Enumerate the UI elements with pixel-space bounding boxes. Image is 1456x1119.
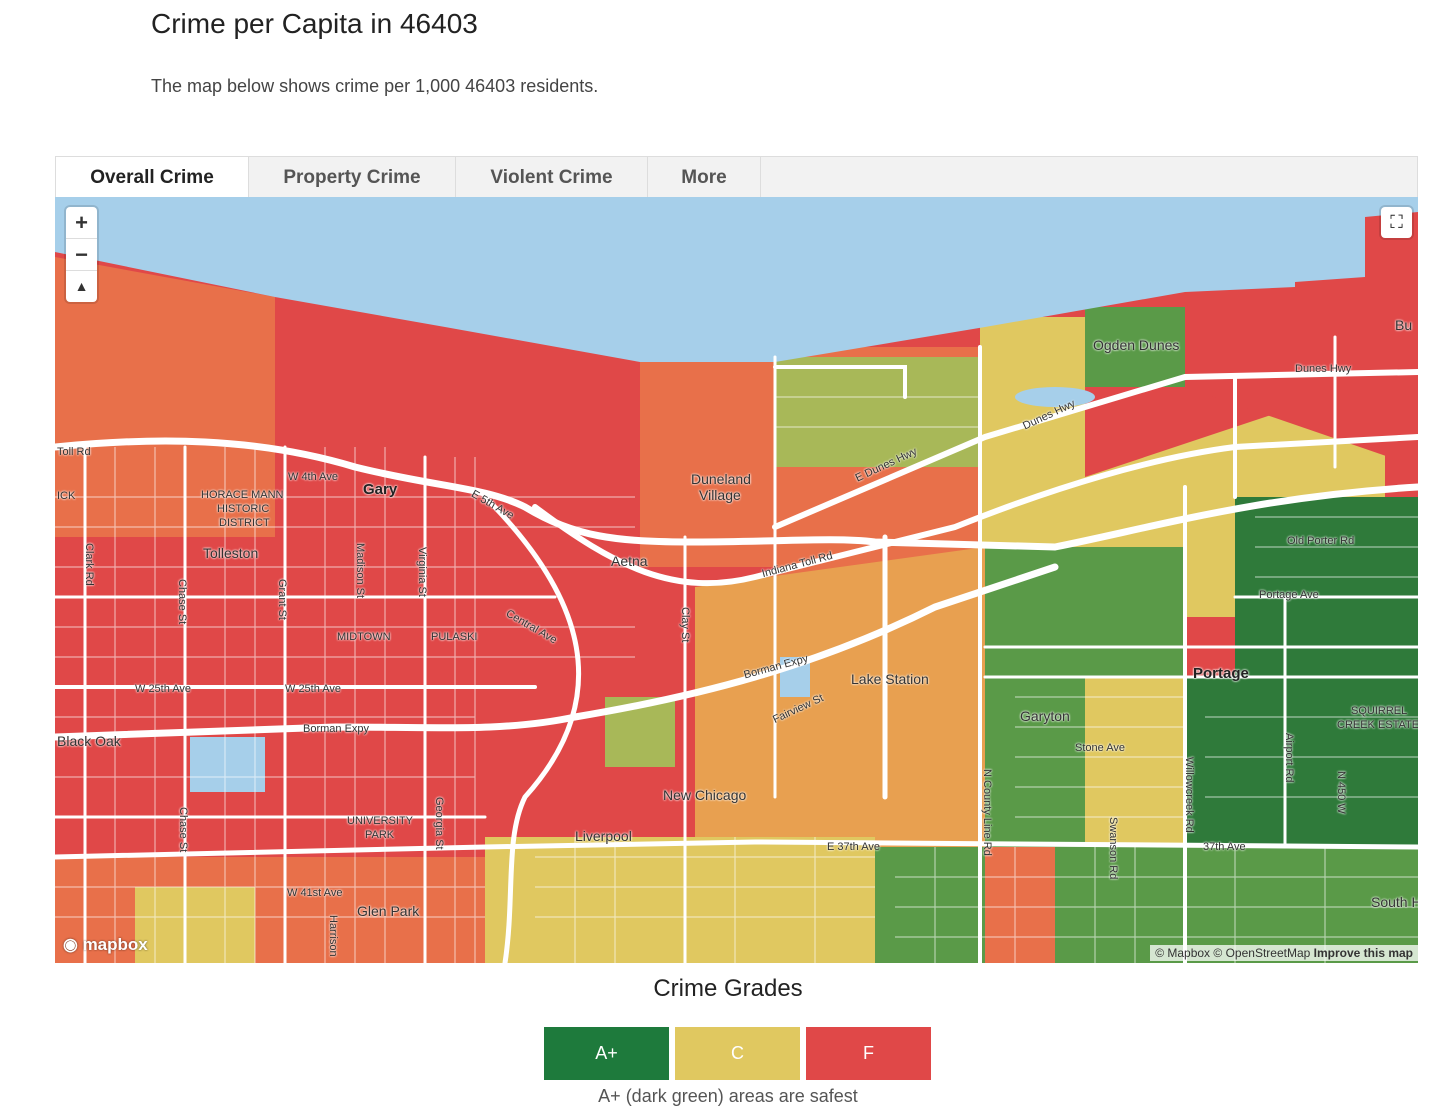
region-d-south [985, 847, 1055, 963]
zoom-in-button[interactable]: + [66, 207, 97, 239]
legend-swatch-f: F [806, 1027, 931, 1080]
label-chase-st: Chase St [176, 579, 188, 625]
label-duneland: Duneland [691, 471, 751, 487]
attribution-osm[interactable]: © OpenStreetMap [1213, 946, 1311, 960]
region-west-d [55, 257, 275, 537]
label-portage: Portage [1193, 665, 1249, 682]
label-borman-expy: Borman Expy [303, 723, 370, 735]
label-pulaski: PULASKI [431, 631, 478, 643]
label-old-porter-rd: Old Porter Rd [1287, 535, 1355, 547]
label-virginia-st: Virginia St [416, 547, 428, 597]
label-toll-rd: Toll Rd [57, 446, 91, 458]
label-lake-station: Lake Station [851, 671, 929, 687]
label-chase-st-2: Chase St [177, 807, 189, 853]
label-madison-st: Madison St [354, 543, 366, 599]
crime-tabs: Overall Crime Property Crime Violent Cri… [55, 156, 1418, 198]
label-ick: ICK [57, 490, 76, 502]
label-airport-rd: Airport Rd [1283, 733, 1295, 783]
label-willowcreek-rd: Willowcreek Rd [1183, 757, 1195, 833]
legend-title: Crime Grades [653, 975, 803, 1002]
label-tolleston: Tolleston [203, 545, 259, 561]
label-portage-ave: Portage Ave [1259, 589, 1319, 601]
region-b-north [775, 357, 980, 467]
attribution-mapbox[interactable]: © Mapbox [1155, 946, 1211, 960]
tab-property-crime[interactable]: Property Crime [249, 157, 456, 198]
tab-overall-crime[interactable]: Overall Crime [56, 157, 249, 198]
label-37th-ave: 37th Ave [1203, 841, 1246, 853]
region-aetna-d [640, 357, 775, 567]
map-canvas [55, 197, 1418, 963]
region-lake-station-dplus [695, 547, 985, 847]
label-clay-st: Clay St [679, 607, 691, 643]
legend-note: A+ (dark green) areas are safest [598, 1086, 858, 1106]
label-grant-st: Grant St [276, 579, 288, 620]
label-w25th: W 25th Ave [135, 683, 192, 695]
label-garyton: Garyton [1020, 708, 1070, 724]
region-a-mid [985, 547, 1185, 677]
region-b-small [605, 697, 675, 767]
mapbox-logo-text: mapbox [82, 935, 148, 954]
label-gary: Gary [363, 481, 398, 498]
label-w25th-2: W 25th Ave [285, 683, 342, 695]
zoom-controls: + − ▲ [66, 207, 97, 302]
label-n-county-line-rd: N County Line Rd [981, 769, 993, 856]
tab-more[interactable]: More [648, 157, 761, 198]
region-ogden-a [1085, 307, 1185, 387]
mapbox-logo-icon: ◉ [63, 935, 83, 954]
label-e37th: E 37th Ave [827, 841, 881, 853]
label-w41st: W 41st Ave [287, 887, 343, 899]
label-swanson-rd: Swanson Rd [1107, 817, 1119, 880]
label-squirrel: SQUIRREL [1351, 705, 1408, 717]
map-attribution: © Mapbox © OpenStreetMap Improve this ma… [1150, 945, 1418, 961]
compass-button[interactable]: ▲ [74, 278, 89, 294]
legend-swatch-c: C [675, 1027, 800, 1080]
region-c-liverpool [485, 837, 875, 963]
label-bu: Bu [1395, 317, 1413, 333]
water-pond-3 [1015, 387, 1095, 407]
label-park: PARK [365, 829, 395, 841]
label-stone-ave: Stone Ave [1075, 742, 1125, 754]
legend-swatch-a-plus: A+ [544, 1027, 669, 1080]
label-village: Village [699, 487, 741, 503]
region-a-garyton [985, 677, 1085, 847]
fullscreen-button[interactable]: ⛶ [1381, 207, 1412, 238]
tab-violent-crime[interactable]: Violent Crime [456, 157, 648, 198]
lake-east [1295, 197, 1418, 282]
label-n450w: N 450 W [1335, 771, 1347, 814]
label-liverpool: Liverpool [575, 828, 632, 844]
crime-map[interactable]: Gary HORACE MANN HISTORIC DISTRICT Tolle… [55, 197, 1418, 963]
label-w4th: W 4th Ave [288, 471, 338, 483]
label-midtown: MIDTOWN [337, 631, 391, 643]
label-horace-mann: HORACE MANN [201, 489, 284, 501]
label-district: DISTRICT [219, 517, 270, 529]
region-aplus-south [1185, 677, 1418, 847]
legend: A+ C F [544, 1027, 931, 1080]
page-title: Crime per Capita in 46403 [151, 8, 478, 39]
lake-michigan [55, 197, 1295, 362]
water-pond [190, 737, 265, 792]
label-south-h: South H [1371, 894, 1418, 910]
mapbox-logo[interactable]: ◉ mapbox [63, 935, 148, 955]
label-harrison: Harrison [327, 915, 339, 957]
label-ogden-dunes: Ogden Dunes [1093, 337, 1180, 353]
zoom-out-button[interactable]: − [66, 239, 97, 271]
label-georgia-st: Georgia St [433, 797, 445, 850]
attribution-improve[interactable]: Improve this map [1313, 946, 1413, 960]
label-creek-estates: CREEK ESTATE [1337, 719, 1418, 731]
page-subtitle: The map below shows crime per 1,000 4640… [151, 76, 599, 96]
label-glen-park: Glen Park [357, 903, 420, 919]
region-c-south [1085, 677, 1185, 847]
label-aetna: Aetna [611, 553, 648, 569]
label-new-chicago: New Chicago [663, 787, 747, 803]
label-university: UNIVERSITY [347, 815, 414, 827]
label-dunes-hwy-2: Dunes Hwy [1295, 363, 1352, 375]
label-historic: HISTORIC [217, 503, 270, 515]
label-black-oak: Black Oak [57, 733, 121, 749]
label-clark-rd: Clark Rd [83, 543, 95, 586]
region-sw-c [135, 887, 255, 963]
